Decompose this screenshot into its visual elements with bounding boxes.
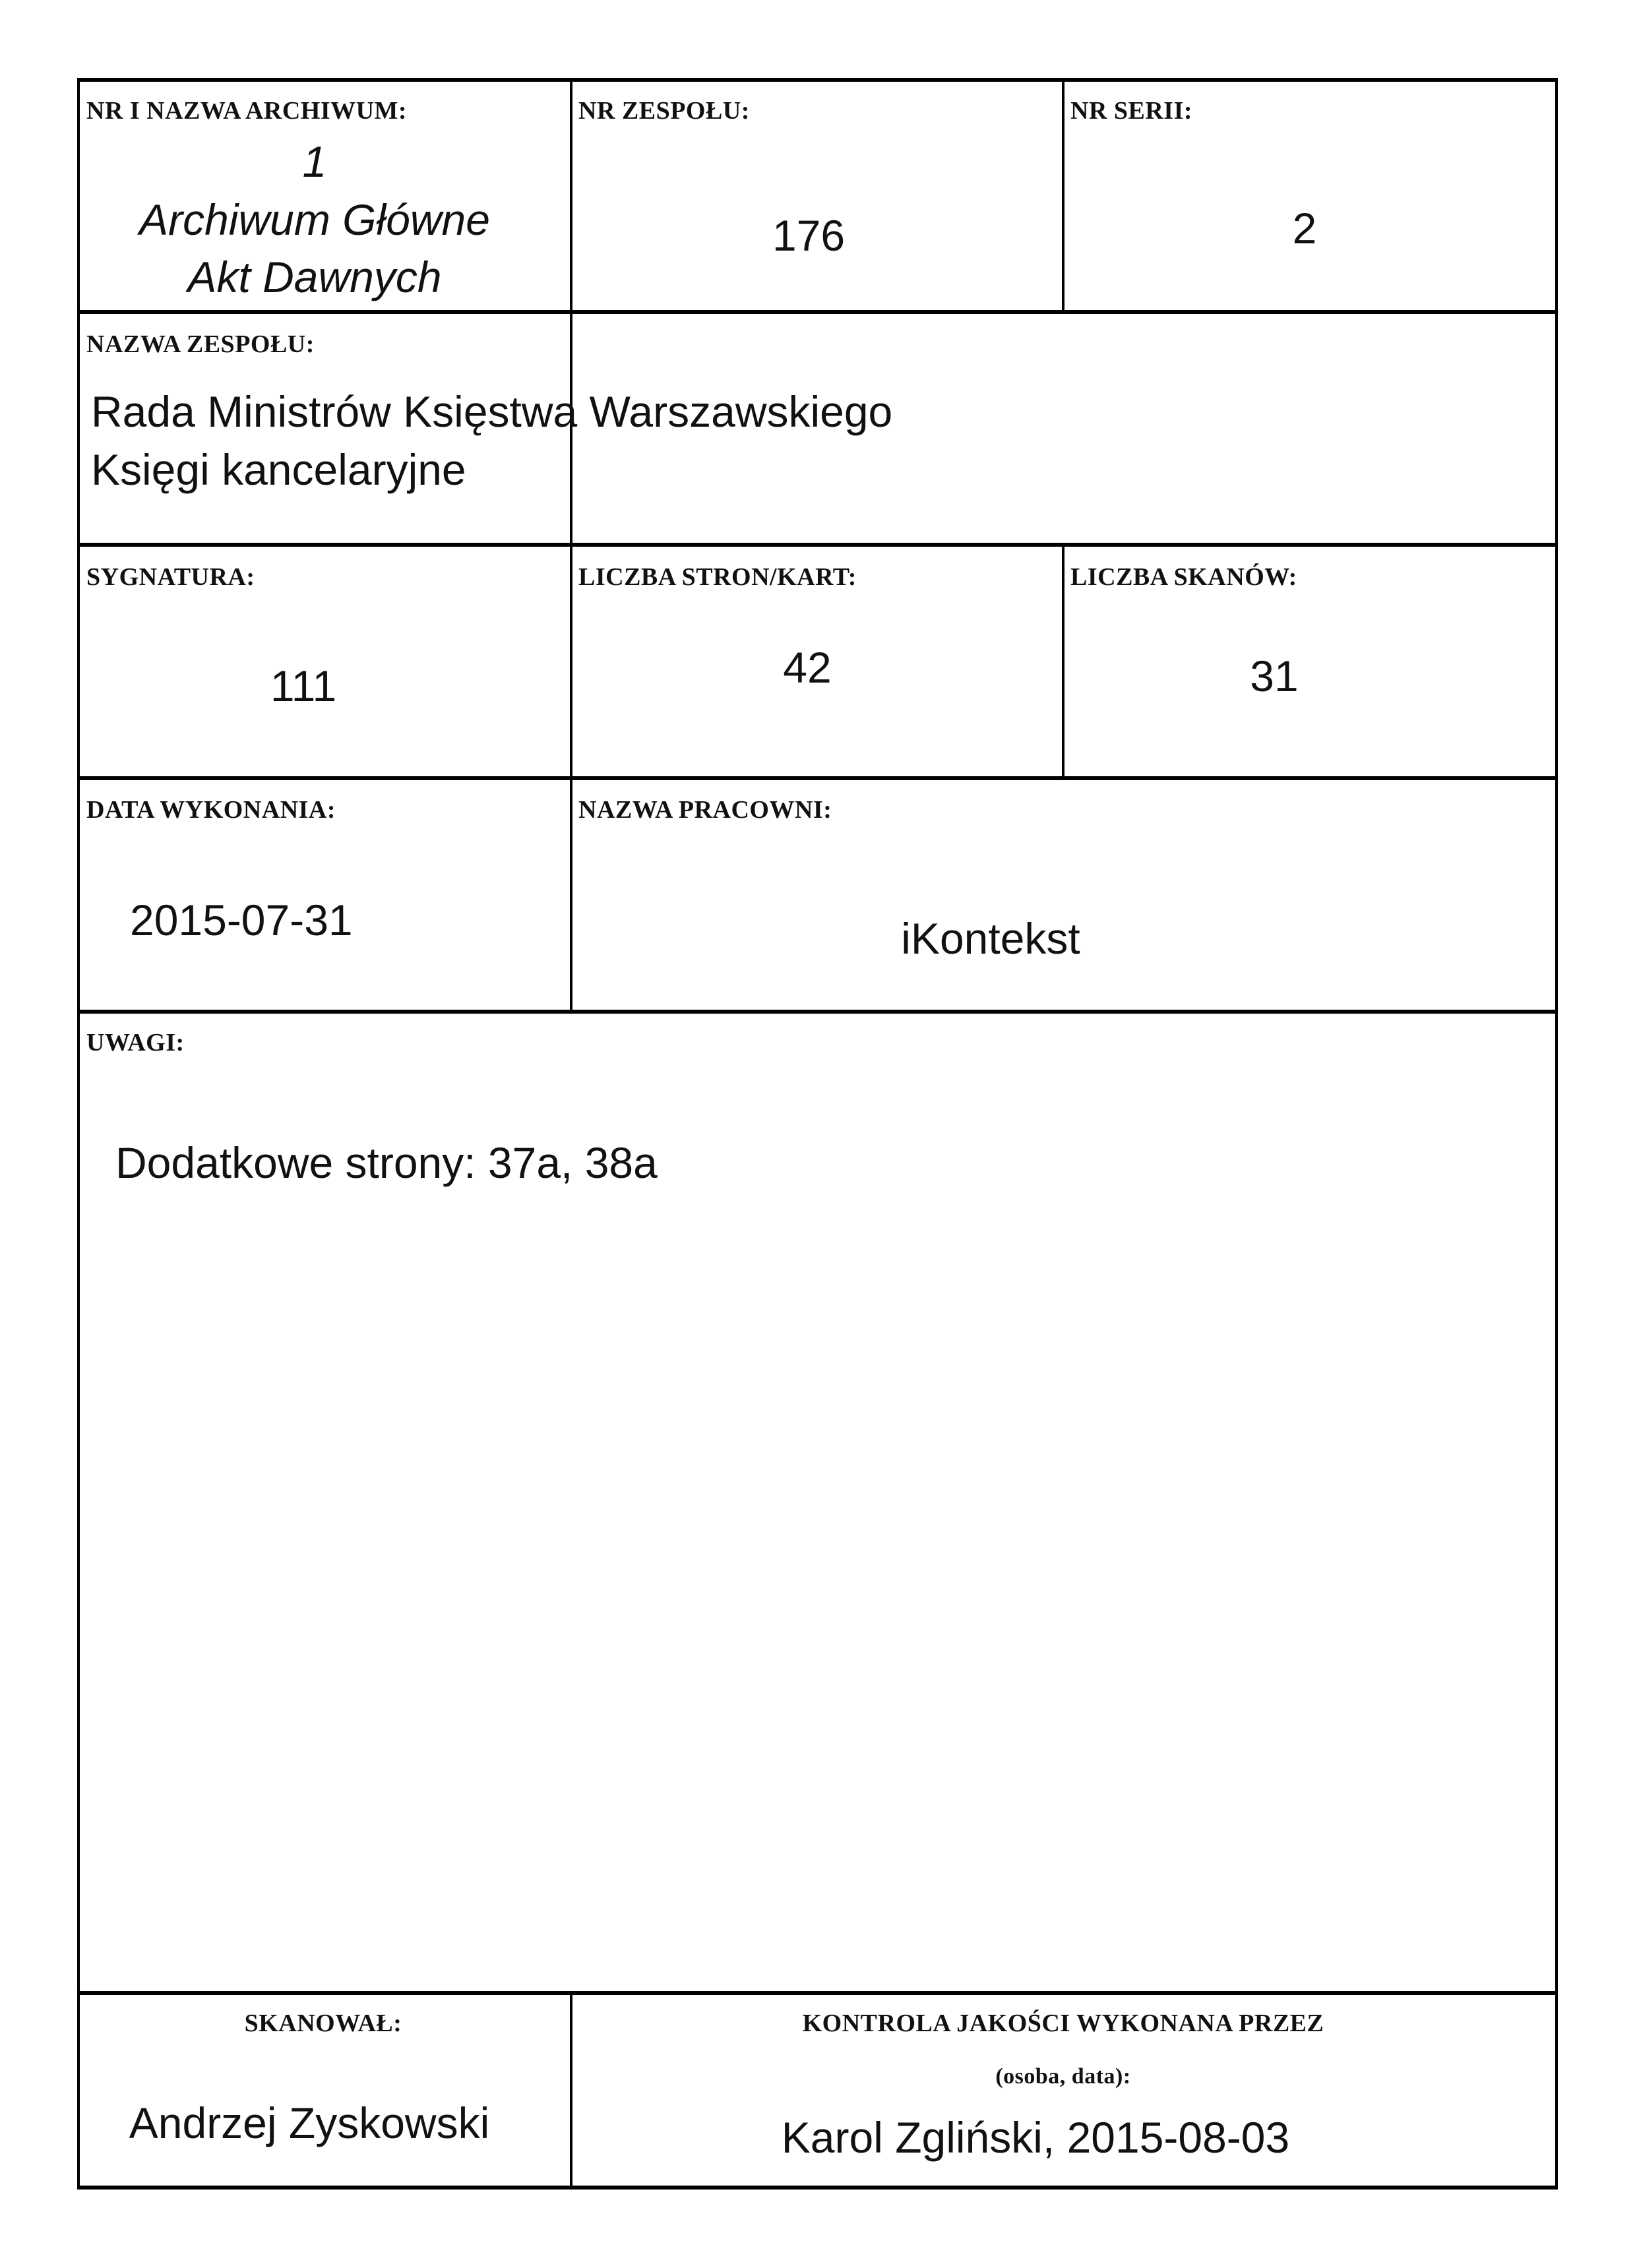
quality-control-label: KONTROLA JAKOŚCI WYKONANA PRZEZ — [802, 2009, 1324, 2037]
archive-number: 1 — [302, 137, 327, 186]
fonds-name-line2: Księgi kancelaryjne — [91, 445, 466, 494]
quality-control-sublabel: (osoba, data): — [995, 2064, 1131, 2089]
archive-label: NR I NAZWA ARCHIWUM: — [86, 97, 408, 125]
col-divider — [1062, 78, 1064, 314]
scans-value: 31 — [1250, 652, 1299, 700]
scanned-by-label: SKANOWAŁ: — [244, 2009, 402, 2037]
series-number-label: NR SERII: — [1070, 97, 1193, 125]
row-divider — [78, 776, 1558, 780]
col-divider — [570, 78, 572, 1014]
fonds-number-value: 176 — [772, 211, 846, 260]
row-divider — [78, 1991, 1558, 1995]
notes-label: UWAGI: — [86, 1029, 185, 1057]
fonds-number-label: NR ZESPOŁU: — [578, 97, 750, 125]
border-right — [1555, 78, 1558, 2190]
border-top — [78, 78, 1558, 82]
series-number-value: 2 — [1292, 204, 1317, 253]
archive-name-line1: Archiwum Główne — [139, 195, 490, 244]
row-divider — [78, 543, 1558, 547]
quality-control-value: Karol Zgliński, 2015-08-03 — [781, 2113, 1290, 2162]
pages-value: 42 — [783, 643, 832, 692]
pages-label: LICZBA STRON/KART: — [578, 563, 857, 591]
col-divider — [1062, 543, 1064, 779]
row-divider — [78, 310, 1558, 314]
row-divider — [78, 1010, 1558, 1014]
workshop-value: iKontekst — [901, 914, 1080, 963]
border-left — [77, 78, 80, 2190]
col-divider — [570, 1991, 572, 2189]
signature-value: 111 — [270, 661, 337, 710]
border-bottom — [78, 2186, 1558, 2190]
scans-label: LICZBA SKANÓW: — [1070, 563, 1297, 591]
signature-label: SYGNATURA: — [86, 563, 255, 591]
scanned-by-value: Andrzej Zyskowski — [129, 2099, 490, 2147]
workshop-label: NAZWA PRACOWNI: — [578, 796, 832, 824]
date-value: 2015-07-31 — [130, 896, 353, 944]
date-label: DATA WYKONANIA: — [86, 796, 336, 824]
archive-name-line2: Akt Dawnych — [187, 253, 442, 301]
fonds-name-label: NAZWA ZESPOŁU: — [86, 330, 315, 358]
fonds-name-line1: Rada Ministrów Księstwa Warszawskiego — [91, 387, 893, 436]
notes-value: Dodatkowe strony: 37a, 38a — [115, 1138, 658, 1187]
